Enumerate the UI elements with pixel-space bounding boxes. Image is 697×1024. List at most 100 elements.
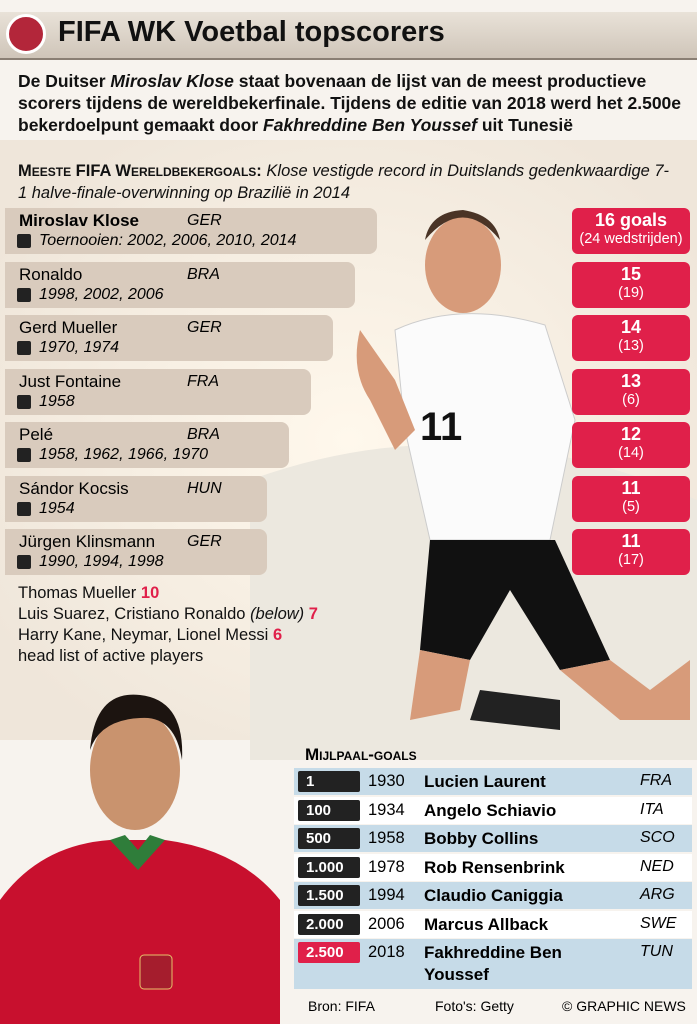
player-years: 1954 — [39, 499, 75, 517]
footer-source: Bron: FIFA — [308, 998, 375, 1014]
player-bar: Sándor Kocsis HUN 1954 — [5, 475, 267, 522]
milestones-heading: Mijlpaal-goals — [305, 745, 417, 764]
intro-text: Fakhreddine Ben Youssef — [263, 115, 477, 135]
intro-text: Miroslav Klose — [110, 71, 234, 91]
milestone-year: 1978 — [368, 857, 405, 876]
goals-value: 12 — [620, 424, 642, 444]
milestone-row: 1 1930 Lucien Laurent FRA — [294, 768, 692, 795]
matches-value: (13) — [618, 338, 644, 354]
goals-value: 14 — [620, 317, 642, 337]
active-goals: 6 — [272, 626, 283, 644]
milestone-year: 1994 — [368, 886, 405, 904]
milestone-name: Fakhreddine Ben Youssef — [424, 943, 562, 984]
intro-text: uit Tunesië — [477, 115, 573, 135]
milestone-year: 2006 — [368, 914, 405, 933]
logo — [6, 14, 46, 54]
intro-text: De Duitser — [18, 71, 111, 91]
milestone-year: 1930 — [368, 772, 405, 790]
player-bar: Just Fontaine FRA 1958 — [5, 368, 311, 415]
goals-value: 11 — [621, 477, 641, 498]
player-years: 1958 — [39, 392, 75, 410]
bullet-icon — [17, 555, 31, 569]
section-heading: Meeste FIFA Wereldbekergoals: Klose vest… — [18, 160, 678, 204]
bullet-icon — [17, 341, 31, 355]
player-country: GER — [187, 212, 222, 229]
player-name: Gerd Mueller — [19, 318, 118, 337]
player-bar: Jürgen Klinsmann GER 1990, 1994, 1998 — [5, 529, 267, 575]
goals-box: 12 (14) — [572, 422, 690, 468]
milestone-country: ITA — [640, 800, 664, 818]
player-country: GER — [187, 533, 222, 550]
goals-value: 13 — [620, 370, 642, 391]
milestone-goal: 1.500 — [298, 885, 360, 906]
goals-box: 14 (13) — [572, 315, 690, 361]
section-label: Meeste FIFA Wereldbekergoals: — [18, 162, 262, 180]
milestone-name: Claudio Caniggia — [424, 886, 563, 905]
player-country: GER — [187, 319, 222, 336]
player-country: FRA — [187, 372, 219, 390]
svg-text:11: 11 — [420, 405, 462, 449]
active-goals: 7 — [308, 605, 318, 623]
player-years: Toernooien: 2002, 2006, 2010, 2014 — [39, 232, 297, 249]
active-row: Thomas Mueller 10 — [18, 584, 159, 603]
player-name: Sándor Kocsis — [19, 478, 129, 498]
footer-photos: Foto's: Getty — [435, 998, 514, 1014]
active-name: Luis Suarez, Cristiano Ronaldo — [18, 605, 246, 623]
milestone-name: Bobby Collins — [424, 829, 539, 848]
milestone-row: 1.500 1994 Claudio Caniggia ARG — [294, 882, 692, 909]
footer-credit: © GRAPHIC NEWS — [562, 998, 686, 1014]
active-caption: head list of active players — [18, 647, 204, 665]
goals-value: 15 — [620, 263, 642, 284]
active-note: (below) — [250, 605, 305, 623]
player-name: Ronaldo — [19, 264, 83, 284]
milestone-row: 2.500 2018 Fakhreddine Ben Youssef TUN — [294, 939, 692, 989]
player-country: BRA — [187, 426, 220, 443]
active-row: Harry Kane, Neymar, Lionel Messi 6 — [18, 626, 282, 645]
milestone-goal: 500 — [298, 828, 360, 849]
intro-text: staat bovenaan de lijst van de meest pro… — [18, 71, 682, 135]
goals-box: 11 (17) — [572, 529, 690, 575]
milestone-year: 1934 — [368, 800, 405, 819]
active-name: Thomas Mueller — [18, 584, 137, 602]
active-goals: 10 — [140, 584, 160, 602]
player-years: 1970, 1974 — [39, 339, 120, 356]
milestone-country: ARG — [640, 886, 675, 903]
milestone-name: Angelo Schiavio — [424, 800, 557, 820]
milestone-country: TUN — [640, 943, 673, 960]
milestone-goal: 2.000 — [298, 913, 360, 935]
player-name: Jürgen Klinsmann — [19, 532, 156, 551]
bullet-icon — [17, 501, 31, 516]
section-subtitle: Klose vestigde record in Duitslands gede… — [18, 162, 670, 202]
matches-value: (6) — [622, 391, 640, 408]
title-bar — [0, 12, 697, 60]
goals-box: 15 (19) — [572, 261, 690, 308]
active-row: Luis Suarez, Cristiano Ronaldo (below) 7 — [18, 605, 318, 624]
milestone-name: Marcus Allback — [424, 914, 549, 934]
matches-value: (17) — [618, 552, 644, 568]
matches-value: (14) — [618, 445, 644, 461]
player-years: 1998, 2002, 2006 — [39, 285, 164, 303]
player-bar: Miroslav Klose GER Toernooien: 2002, 2006,… — [5, 208, 377, 254]
player-years: 1958, 1962, 1966, 1970 — [39, 446, 209, 463]
milestone-name: Lucien Laurent — [424, 772, 546, 791]
milestone-country: SWE — [640, 914, 677, 932]
milestone-goal: 1 — [298, 771, 360, 792]
milestone-country: NED — [640, 857, 674, 875]
milestone-goal: 2.500 — [298, 942, 360, 963]
active-name: Harry Kane, Neymar, Lionel Messi — [18, 626, 269, 644]
title: FIFA WK Voetbal topscorers — [58, 16, 445, 48]
player-bar: Pelé BRA 1958, 1962, 1966, 1970 — [5, 422, 289, 468]
bullet-icon — [17, 448, 31, 462]
bullet-icon — [17, 287, 31, 302]
player-years: 1990, 1994, 1998 — [39, 553, 164, 570]
milestone-row: 1.000 1978 Rob Rensenbrink NED — [294, 853, 692, 881]
matches-value: (5) — [622, 498, 640, 515]
milestone-year: 1958 — [368, 829, 405, 847]
player-name: Pelé — [19, 425, 54, 444]
milestone-country: FRA — [640, 772, 672, 789]
goals-box: 11 (5) — [572, 475, 690, 522]
matches-value: (19) — [618, 284, 644, 301]
goals-value: 11 — [621, 531, 641, 551]
goals-box: 13 (6) — [572, 368, 690, 415]
milestone-row: 2.000 2006 Marcus Allback SWE — [294, 910, 692, 938]
